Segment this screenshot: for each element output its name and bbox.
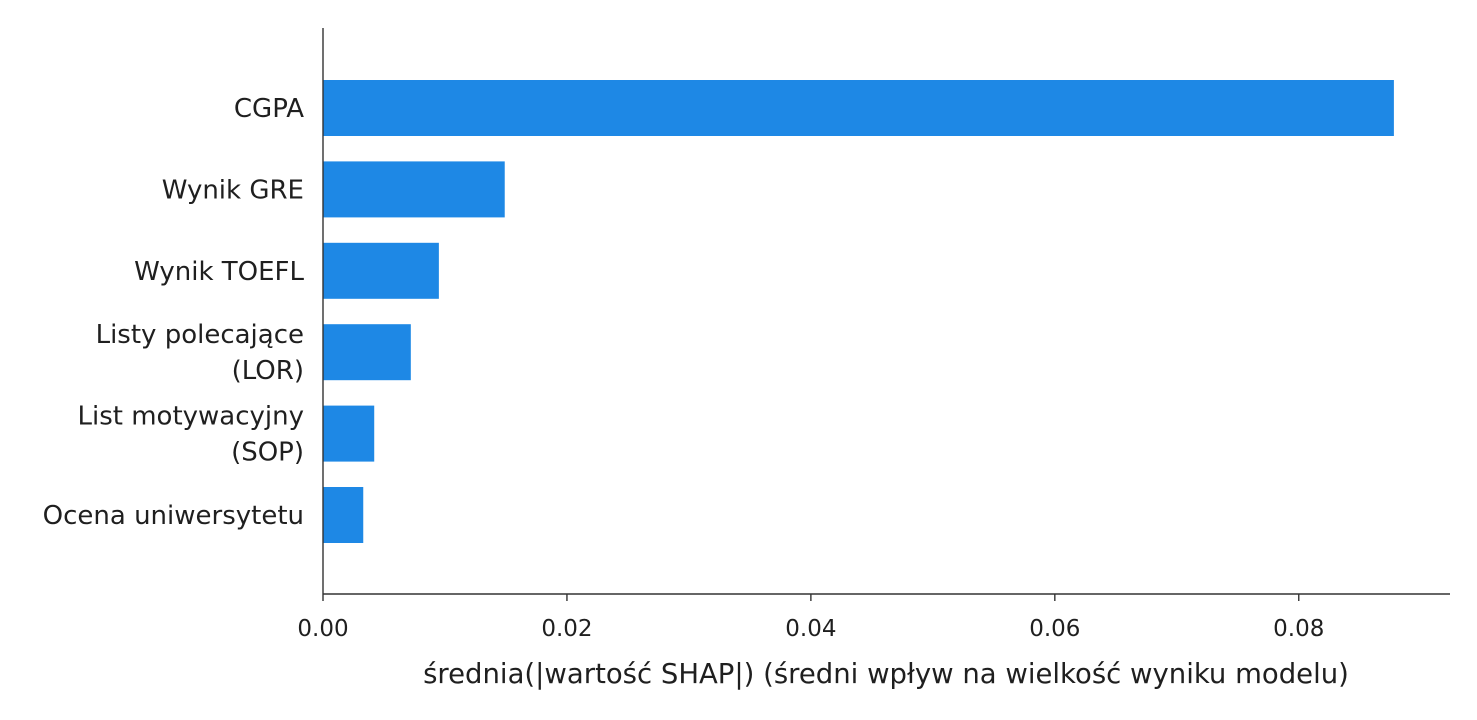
category-label-1: Wynik GRE <box>162 175 304 205</box>
bars-group <box>323 80 1394 543</box>
x-ticks-group: 0.00 0.02 0.04 0.06 0.08 <box>297 594 1324 642</box>
category-label-line: Wynik TOEFL <box>134 257 304 287</box>
category-labels-group: CGPA Wynik GRE Wynik TOEFL Listy polecające… <box>43 94 305 531</box>
category-label-line: Wynik GRE <box>162 175 304 205</box>
bar-5 <box>323 487 364 543</box>
bar-0 <box>323 80 1394 136</box>
bar-4 <box>323 405 375 462</box>
bar-1 <box>323 161 505 218</box>
category-label-line: (LOR) <box>232 356 304 386</box>
category-label-line: Ocena uniwersytetu <box>43 501 304 531</box>
x-tick-label: 0.00 <box>297 616 348 642</box>
x-tick-label: 0.08 <box>1273 616 1324 642</box>
category-label-5: Ocena uniwersytetu <box>43 501 304 531</box>
x-tick-label: 0.04 <box>785 616 836 642</box>
category-label-line: CGPA <box>234 94 304 124</box>
x-tick-label: 0.06 <box>1029 616 1080 642</box>
bar-2 <box>323 242 439 299</box>
category-label-3: Listy polecające (LOR) <box>96 320 304 386</box>
category-label-line: List motywacyjny <box>78 402 305 432</box>
x-tick-label: 0.02 <box>541 616 592 642</box>
category-label-2: Wynik TOEFL <box>134 257 304 287</box>
bar-3 <box>323 324 411 381</box>
category-label-0: CGPA <box>234 94 304 124</box>
category-label-line: Listy polecające <box>96 320 304 350</box>
category-label-line: (SOP) <box>231 438 304 468</box>
category-label-4: List motywacyjny (SOP) <box>78 402 305 468</box>
x-axis-title: średnia(|wartość SHAP|) (średni wpływ na… <box>423 658 1349 690</box>
